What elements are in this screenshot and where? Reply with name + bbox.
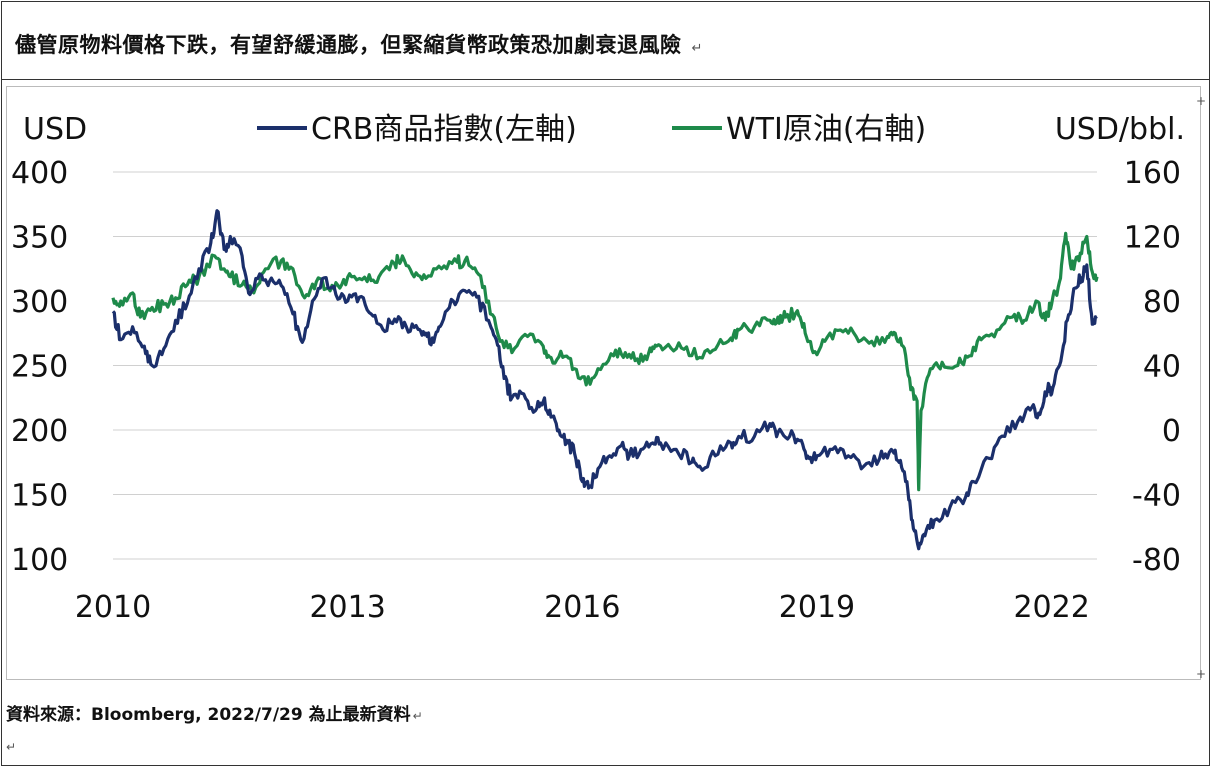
legend: CRB商品指數(左軸) WTI原油(右軸) [257, 112, 926, 147]
x-tick-label: 2013 [309, 590, 385, 625]
paragraph-mark-icon: ↵ [691, 41, 703, 56]
right-axis-label: USD/bbl. [1055, 112, 1185, 147]
line-chart: 40035030025020015010016012080400-40-8020… [11, 112, 1185, 625]
chart-container: 400 350 300 250 200 150 100 160 120 80 40 0 -40 -80 20… [6, 86, 1201, 680]
table-marker-icon: + [1196, 94, 1207, 108]
right-tick-label: 40 [1143, 350, 1181, 385]
x-tick-label: 2010 [75, 590, 151, 625]
left-axis-label: USD [23, 112, 87, 147]
x-tick-label: 2022 [1013, 590, 1089, 625]
left-tick-label: 100 [11, 543, 68, 578]
right-tick-label: 120 [1124, 221, 1181, 256]
empty-paragraph-mark-icon: ↵ [6, 740, 17, 754]
left-tick-label: 300 [11, 285, 68, 320]
left-tick-label: 350 [11, 221, 68, 256]
right-tick-label: -40 [1132, 479, 1181, 514]
title-text: 儘管原物料價格下跌，有望舒緩通膨，但緊縮貨幣政策恐加劇衰退風險 [15, 33, 682, 57]
right-tick-label: -80 [1132, 543, 1181, 578]
series-line-crb [111, 209, 1098, 551]
source-note: 資料來源：Bloomberg, 2022/7/29 為止最新資料 ↵ [6, 700, 423, 725]
x-tick-label: 2019 [779, 590, 855, 625]
left-tick-label: 400 [11, 156, 68, 191]
page-title: 儘管原物料價格下跌，有望舒緩通膨，但緊縮貨幣政策恐加劇衰退風險 ↵ [15, 29, 703, 59]
source-paragraph-mark-icon: ↵ [412, 709, 423, 723]
right-tick-label: 160 [1124, 156, 1181, 191]
x-tick-label: 2016 [544, 590, 620, 625]
series-layer [111, 209, 1099, 551]
source-text: 資料來源：Bloomberg, 2022/7/29 為止最新資料 [6, 705, 411, 725]
left-tick-label: 200 [11, 414, 68, 449]
axis-layer: 40035030025020015010016012080400-40-8020… [11, 112, 1185, 625]
series-line-wti [111, 231, 1099, 492]
right-tick-label: 0 [1162, 414, 1181, 449]
legend-label: WTI原油(右軸) [726, 112, 926, 147]
table-marker-icon-bottom: + [1196, 667, 1207, 681]
left-tick-label: 250 [11, 350, 68, 385]
left-tick-label: 150 [11, 479, 68, 514]
title-row: 儘管原物料價格下跌，有望舒緩通膨，但緊縮貨幣政策恐加劇衰退風險 ↵ [1, 1, 1210, 80]
right-tick-label: 80 [1143, 285, 1181, 320]
legend-label: CRB商品指數(左軸) [311, 112, 577, 147]
